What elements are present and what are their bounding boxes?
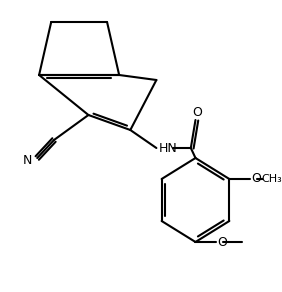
Text: CH₃: CH₃ xyxy=(261,174,282,184)
Text: O: O xyxy=(217,236,227,248)
Text: O: O xyxy=(192,107,202,119)
Text: N: N xyxy=(23,154,33,166)
Text: HN: HN xyxy=(159,142,178,156)
Text: O: O xyxy=(251,173,261,185)
